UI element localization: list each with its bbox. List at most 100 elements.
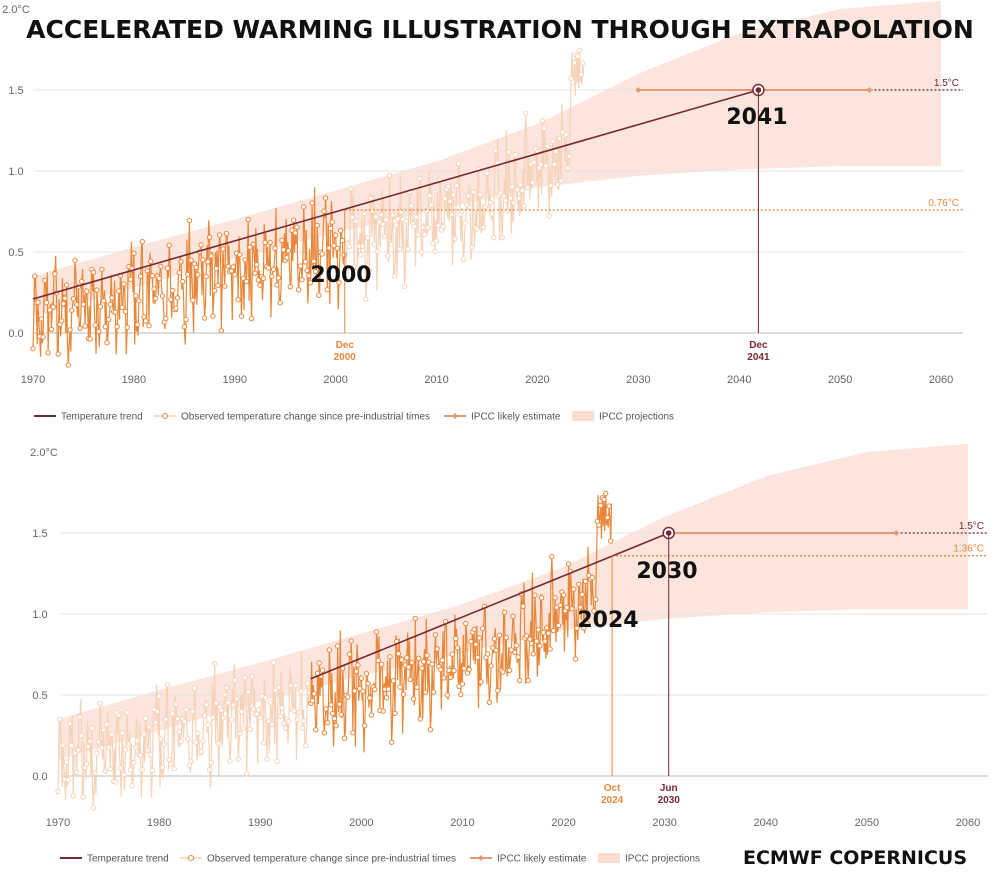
observed-point [335, 643, 341, 649]
legend-projection-swatch [572, 411, 594, 421]
observed-point [530, 651, 536, 657]
observed-point [168, 761, 174, 767]
legend-projection-label: IPCC projections [599, 412, 674, 423]
observed-point [260, 740, 267, 746]
observed-point [124, 709, 130, 716]
observed-point [163, 716, 169, 722]
marker-year: 2000 [334, 352, 357, 363]
legend-ipcc-diamond [478, 855, 484, 861]
observed-point [575, 53, 581, 60]
observed-point [323, 706, 329, 712]
observed-point [574, 625, 580, 631]
x-tick-label: 1970 [21, 374, 45, 386]
observed-point [512, 152, 519, 158]
observed-point [506, 667, 513, 673]
observed-point [453, 635, 459, 642]
observed-point [471, 626, 477, 633]
observed-point [484, 170, 490, 177]
trend-line [32, 89, 759, 300]
ipcc-estimate-diamond [635, 87, 642, 93]
observed-point [591, 608, 597, 614]
observed-point [309, 200, 315, 206]
observed-point [477, 191, 483, 198]
observed-line [57, 650, 310, 809]
observed-point [57, 716, 63, 722]
observed-point [131, 759, 137, 766]
observed-point [107, 301, 114, 308]
observed-point [205, 259, 211, 265]
observed-point [223, 230, 230, 237]
observed-point [584, 621, 590, 627]
source-credit: ECMWF COPERNICUS [743, 847, 967, 869]
observed-point [40, 334, 46, 340]
observed-point [119, 304, 125, 310]
observed-point [367, 695, 373, 701]
observed-point [353, 218, 359, 225]
observed-point [571, 59, 578, 66]
observed-point [338, 228, 344, 234]
marker-annotation: 2041 [726, 105, 787, 130]
observed-point [299, 277, 305, 283]
observed-point [576, 47, 583, 54]
observed-point [538, 595, 545, 601]
observed-point [550, 627, 557, 634]
observed-point [564, 604, 570, 611]
observed-point [265, 718, 272, 724]
observed-point [67, 327, 73, 333]
x-tick-label: 2020 [551, 817, 575, 829]
observed-point [35, 299, 41, 305]
observed-point [378, 212, 384, 218]
observed-point [122, 747, 129, 753]
observed-point [213, 700, 220, 706]
observed-point [131, 250, 137, 257]
observed-point [334, 245, 340, 252]
observed-point [358, 675, 364, 681]
observed-point [329, 219, 335, 225]
trend-line [310, 532, 670, 680]
observed-point [242, 257, 248, 263]
observed-point [144, 268, 151, 274]
observed-point [255, 707, 262, 713]
observed-point [250, 706, 257, 712]
observed-line [345, 50, 585, 300]
observed-point [92, 770, 98, 776]
observed-point [529, 179, 536, 186]
observed-point [47, 307, 53, 313]
observed-point [188, 758, 194, 765]
observed-point [97, 700, 103, 707]
observed-point [294, 716, 300, 723]
y-tick-label: 0.5 [8, 247, 23, 259]
observed-point [565, 165, 571, 171]
observed-point [597, 502, 604, 509]
observed-point [547, 646, 553, 652]
observed-point [444, 692, 450, 698]
observed-point [540, 629, 546, 636]
observed-point [363, 296, 369, 302]
observed-point [524, 184, 531, 191]
observed-point [116, 712, 122, 718]
observed-point [195, 730, 201, 737]
observed-point [292, 682, 299, 689]
observed-point [50, 304, 56, 310]
observed-point [220, 246, 226, 252]
observed-point [159, 293, 166, 299]
observed-point [124, 324, 130, 331]
observed-point [169, 711, 176, 717]
observed-point [389, 739, 395, 745]
figure-title: ACCELERATED WARMING ILLUSTRATION THROUGH… [26, 15, 974, 44]
observed-point [205, 721, 211, 728]
projection-band-area [58, 443, 968, 760]
legend-ipcc-label: IPCC likely estimate [471, 412, 561, 423]
observed-point [368, 712, 375, 718]
observed-point [195, 272, 201, 278]
observed-point [222, 283, 228, 289]
observed-point [105, 744, 112, 750]
observed-point [222, 692, 228, 698]
observed-point [396, 246, 403, 252]
observed-point [178, 259, 184, 265]
observed-point [489, 211, 495, 217]
observed-point [452, 236, 458, 242]
observed-point [500, 669, 506, 675]
observed-point [185, 736, 191, 742]
observed-point [238, 313, 245, 319]
